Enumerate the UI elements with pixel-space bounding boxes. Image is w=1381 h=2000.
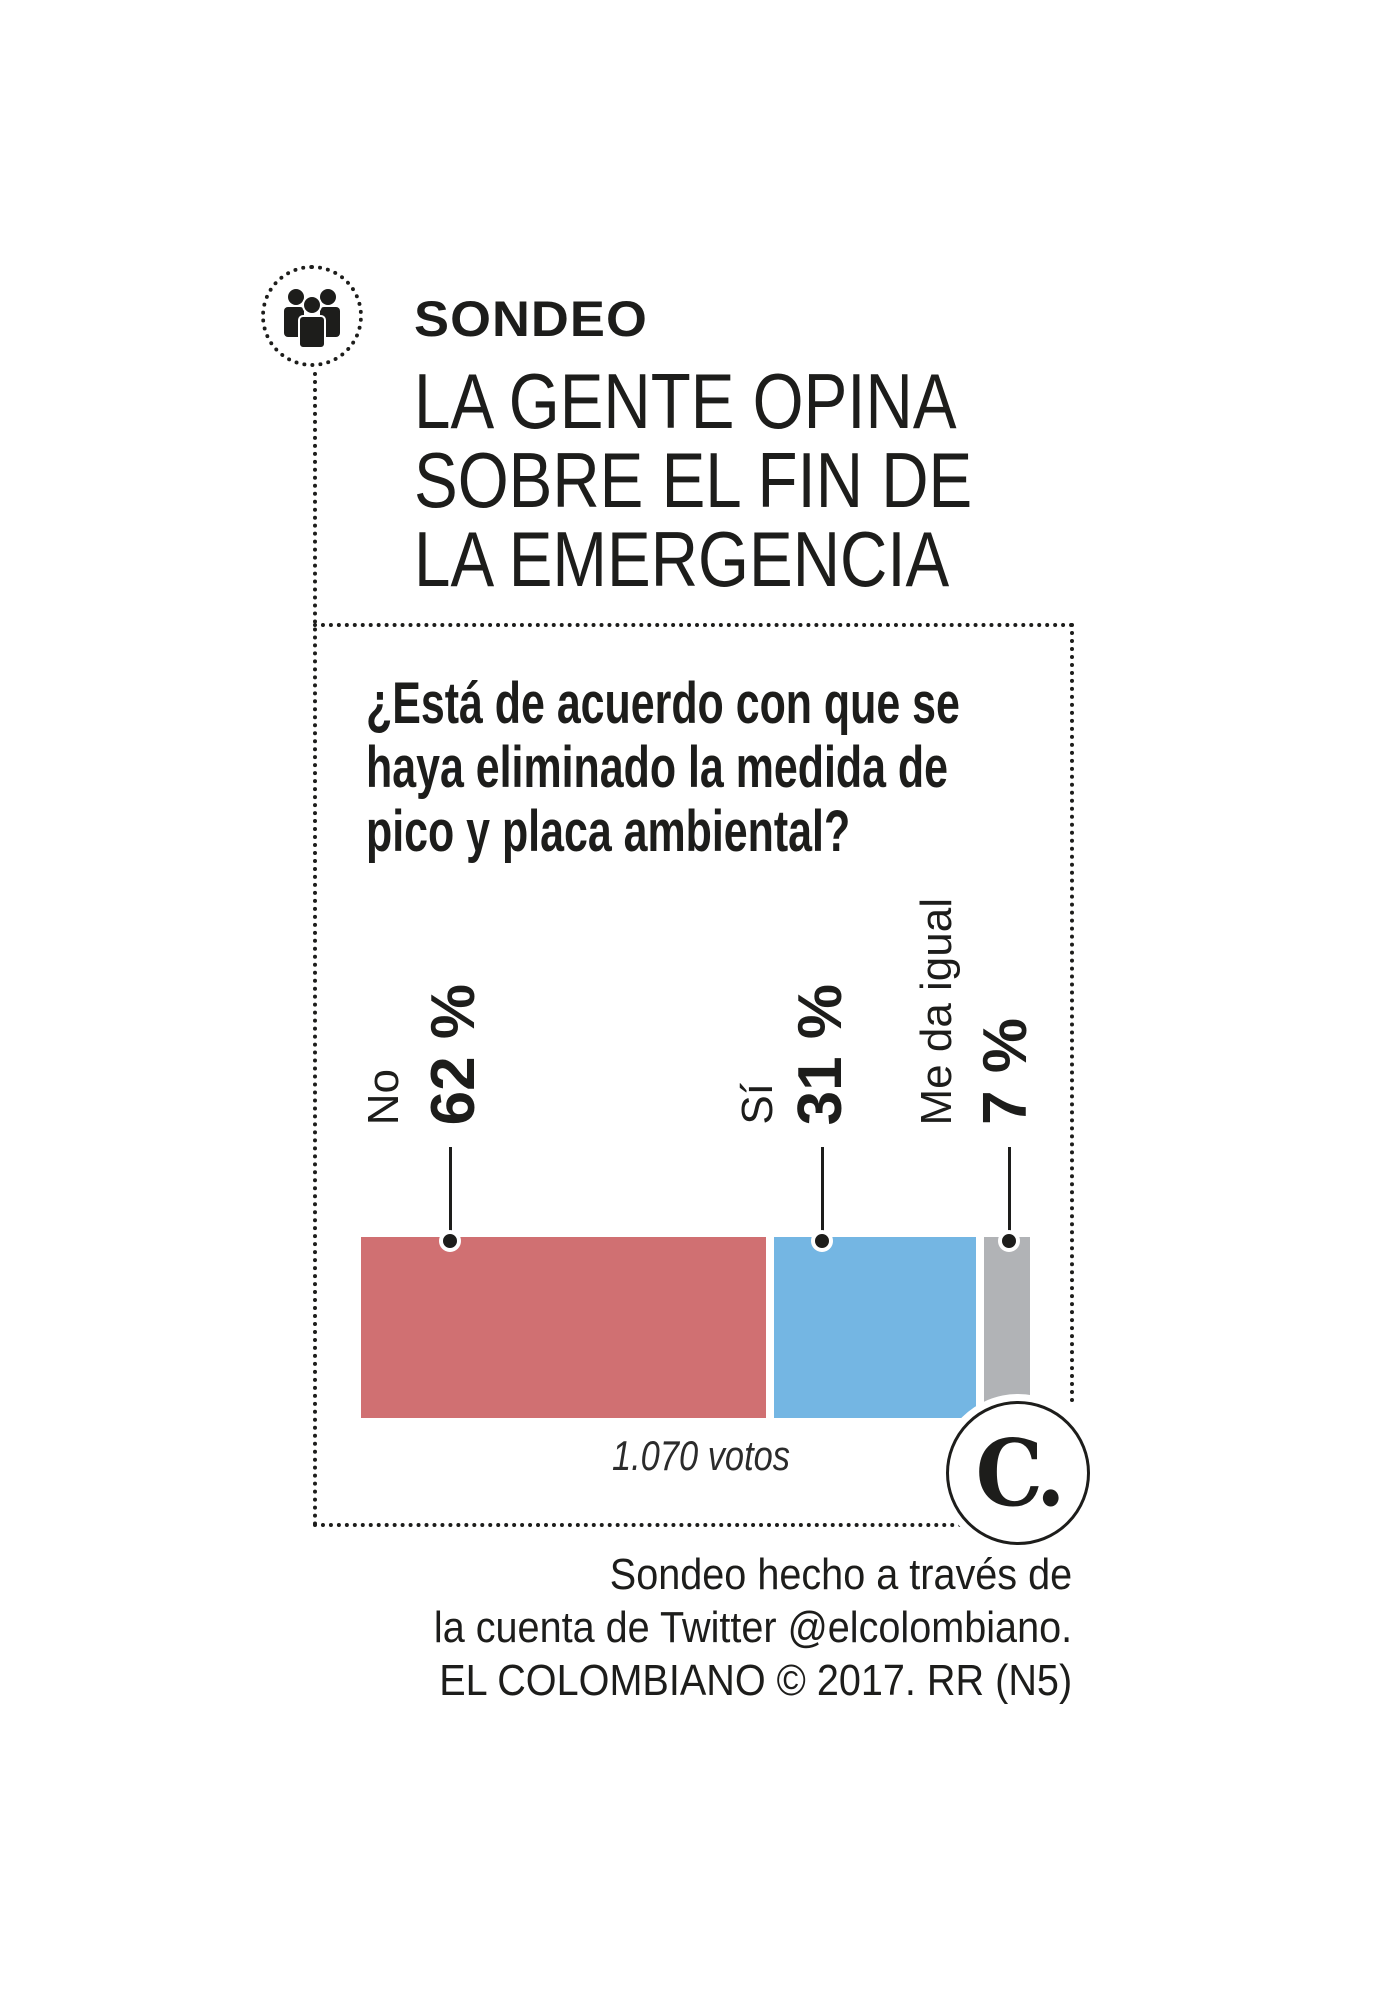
footer-line: Sondeo hecho a través de [609,1550,1072,1599]
leader-line [1008,1147,1011,1241]
leader-dot [811,1230,833,1252]
section-kicker: SONDEO [414,291,648,347]
page-title: LA GENTE OPINA SOBRE EL FIN DE LA EMERGE… [414,362,972,599]
title-line: LA GENTE OPINA [414,357,957,445]
leader-line [821,1147,824,1241]
frame-bottom-line [313,1523,963,1527]
question-line: pico y placa ambiental? [366,799,851,864]
total-votes: 1.070 votos [611,1432,791,1479]
bar-no [361,1237,766,1418]
leader-dot [998,1230,1020,1252]
leader-dot [439,1230,461,1252]
footer-line: la cuenta de Twitter @elcolombiano. [433,1603,1072,1652]
footer-line: EL COLOMBIANO © 2017. RR (N5) [439,1656,1072,1705]
frame-left-line [313,372,317,1527]
poll-question: ¿Está de acuerdo con que se haya elimina… [366,672,960,864]
frame-right-line [1070,623,1074,1403]
title-line: LA EMERGENCIA [414,515,950,603]
title-line: SOBRE EL FIN DE [414,436,973,524]
question-line: haya eliminado la medida de [366,735,948,800]
bar-si [773,1237,977,1418]
value-label-no: 62 % [419,983,488,1125]
category-label-me-da-igual: Me da igual [912,897,961,1125]
el-colombiano-logo: C. [946,1401,1090,1545]
source-note: Sondeo hecho a través de la cuenta de Tw… [434,1548,1072,1707]
frame-top-line [313,623,1074,627]
leader-line [449,1147,452,1241]
people-group-icon [261,265,363,367]
value-label-si: 31 % [786,983,855,1125]
value-label-me-da-igual: 7 % [971,1018,1040,1125]
category-label-si: Sí [733,1083,782,1125]
category-label-no: No [359,1068,408,1125]
question-line: ¿Está de acuerdo con que se [366,671,960,736]
bar-me-da-igual [984,1237,1030,1418]
